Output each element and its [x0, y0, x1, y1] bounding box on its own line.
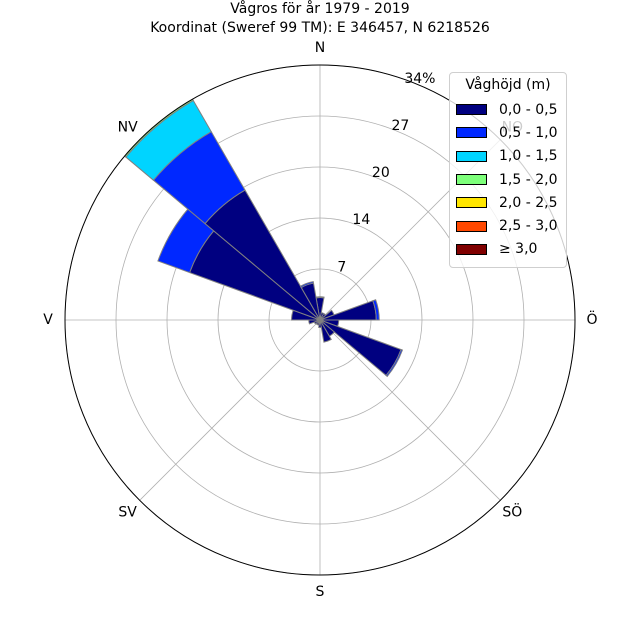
- direction-label-V: V: [43, 312, 53, 328]
- legend-label: 0,5 - 1,0: [499, 124, 558, 141]
- legend-label: 0,0 - 0,5: [499, 101, 558, 118]
- legend-label: 1,5 - 2,0: [499, 171, 558, 188]
- direction-label-SÖ: SÖ: [502, 502, 522, 520]
- rose-bar-340-bin-2: [299, 281, 315, 289]
- legend-entry: 1,5 - 2,0: [456, 168, 560, 191]
- rose-bar-80-bin-1: [319, 300, 377, 321]
- ring-label-5: 34%: [404, 71, 435, 87]
- direction-label-Ö: Ö: [586, 310, 597, 328]
- grid-spoke-SV: [139, 319, 321, 501]
- legend-label: 1,0 - 1,5: [499, 148, 558, 165]
- ring-label-3: 20: [372, 165, 390, 181]
- legend-label: ≥ 3,0: [499, 241, 538, 258]
- legend-swatch: [456, 197, 487, 209]
- direction-label-NV: NV: [118, 120, 138, 136]
- rose-bar-160-bin-1: [319, 319, 332, 343]
- legend-title: Våghöjd (m): [465, 77, 551, 93]
- chart-subtitle: Koordinat (Sweref 99 TM): E 346457, N 62…: [150, 20, 490, 36]
- chart-titles: Vågros för år 1979 - 2019 Koordinat (Swe…: [0, 0, 640, 38]
- legend-entry: 2,0 - 2,5: [456, 191, 560, 214]
- direction-label-S: S: [316, 584, 325, 600]
- rose-bar-120-bin-2: [385, 348, 404, 378]
- legend-swatch: [456, 220, 487, 232]
- ring-label-1: 7: [337, 259, 346, 275]
- ring-label-2: 14: [352, 212, 370, 228]
- legend-entry: 0,0 - 0,5: [456, 98, 560, 121]
- chart-title: Vågros för år 1979 - 2019: [230, 1, 410, 17]
- rose-bar-120-bin-1: [319, 319, 402, 377]
- grid-spoke-SÖ: [319, 319, 501, 501]
- rose-bar-80-bin-2: [372, 299, 380, 321]
- legend-entry: 2,5 - 3,0: [456, 214, 560, 237]
- legend-swatch: [456, 104, 487, 116]
- legend-swatch: [456, 150, 487, 162]
- rose-bar-0-bin-2: [315, 296, 325, 299]
- legend-entry: 0,5 - 1,0: [456, 121, 560, 144]
- legend-entries: 0,0 - 0,5 0,5 - 1,0 1,0 - 1,5 1,5 - 2,0 2,0 …: [456, 98, 560, 261]
- legend-label: 2,5 - 3,0: [499, 218, 558, 235]
- legend-swatch: [456, 127, 487, 139]
- ring-label-4: 27: [391, 118, 409, 134]
- direction-label-SV: SV: [118, 504, 137, 520]
- legend-label: 2,0 - 2,5: [499, 194, 558, 211]
- legend-swatch: [456, 243, 487, 255]
- direction-label-N: N: [315, 40, 325, 56]
- legend-entry: ≥ 3,0: [456, 238, 560, 261]
- legend-entry: 1,0 - 1,5: [456, 145, 560, 168]
- legend: Våghöjd (m) 0,0 - 0,5 0,5 - 1,0 1,0 - 1,5 1…: [449, 72, 567, 268]
- legend-swatch: [456, 174, 487, 186]
- polar-frame: [64, 64, 576, 576]
